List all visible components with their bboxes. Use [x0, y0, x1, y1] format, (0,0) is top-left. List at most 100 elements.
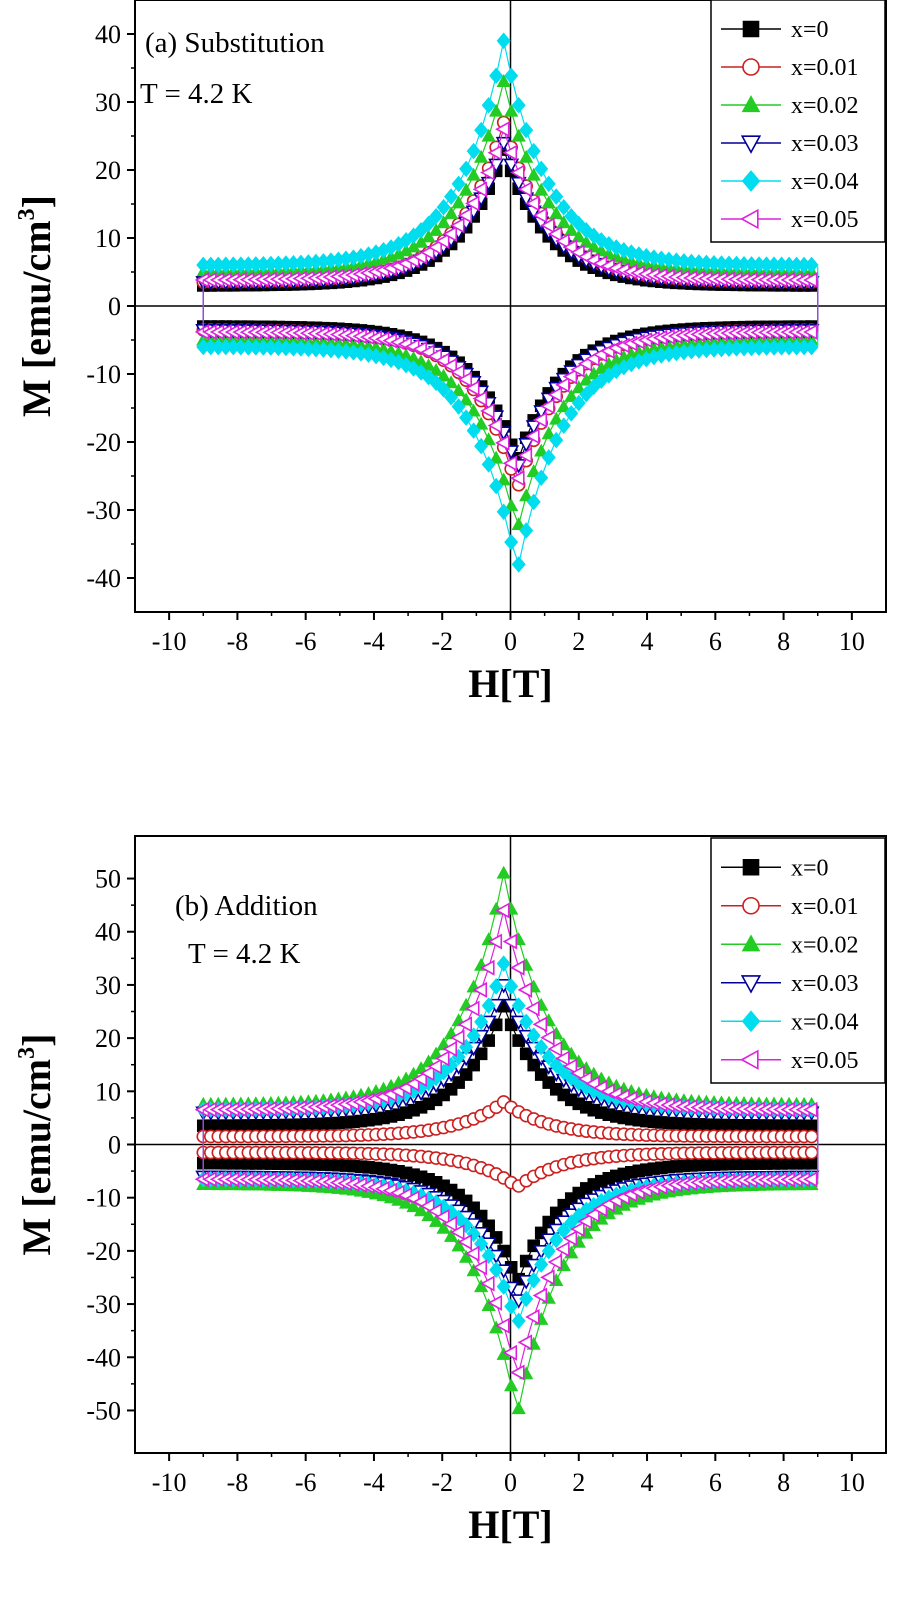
data-point — [547, 386, 563, 403]
data-point — [556, 1063, 571, 1081]
data-point — [541, 1242, 556, 1260]
data-point — [525, 1309, 540, 1325]
data-point — [579, 385, 594, 403]
data-point — [504, 103, 519, 117]
y-axis-title-group: M [emu/cm3] — [14, 1034, 59, 1256]
data-point — [474, 437, 489, 455]
data-point — [556, 399, 571, 413]
x-tick-label: -10 — [152, 627, 187, 656]
data-point — [450, 1029, 465, 1046]
legend-label: x=0.05 — [791, 1048, 859, 1074]
data-point — [398, 1195, 414, 1209]
data-point — [487, 144, 503, 161]
legend-marker — [742, 858, 760, 876]
data-point — [406, 360, 421, 377]
data-point — [502, 144, 518, 161]
data-point — [436, 381, 451, 398]
data-point — [510, 164, 525, 181]
y-tick-label: 50 — [95, 865, 121, 894]
series-line — [203, 1175, 812, 1302]
data-point — [451, 1209, 466, 1227]
data-point — [495, 121, 510, 138]
data-point — [547, 1254, 563, 1271]
data-point — [443, 375, 459, 389]
data-point — [570, 1221, 585, 1237]
chart-substitution: -10 -8 -6 -4 -2 0 2 4 6 8 10-40-30-20-10010203040H… — [14, 0, 887, 706]
data-point — [435, 1050, 450, 1067]
legend-marker — [742, 896, 760, 915]
data-point — [489, 477, 504, 495]
y-tick-label: 40 — [95, 918, 121, 947]
data-point — [534, 443, 549, 457]
data-point — [489, 103, 504, 117]
data-point — [413, 1203, 429, 1217]
data-point — [481, 432, 496, 446]
data-point — [547, 1040, 563, 1057]
data-point — [482, 1034, 495, 1047]
y-tick-label: -10 — [86, 360, 121, 389]
data-point — [562, 239, 578, 256]
data-point — [496, 503, 511, 521]
data-point — [541, 195, 556, 209]
data-point — [376, 349, 391, 367]
data-point — [511, 997, 526, 1014]
data-point — [803, 324, 818, 340]
data-point — [586, 239, 601, 253]
data-point — [519, 1290, 534, 1308]
legend-marker — [741, 170, 761, 192]
data-point — [435, 233, 450, 250]
data-point — [577, 1213, 593, 1230]
data-point — [540, 1029, 555, 1046]
data-point — [429, 374, 444, 392]
data-point — [487, 933, 503, 950]
data-layer — [194, 865, 820, 1415]
y-tick-label: -30 — [86, 1290, 121, 1319]
data-point — [526, 142, 541, 160]
data-point — [549, 206, 564, 220]
data-point — [489, 450, 504, 464]
data-point — [444, 188, 459, 205]
data-point — [443, 206, 459, 220]
data-point — [803, 1171, 818, 1188]
y-axis-title-close: ] — [14, 1034, 59, 1047]
x-tick-label: 6 — [709, 627, 722, 656]
data-point — [526, 167, 541, 181]
x-tick-label: -8 — [227, 627, 249, 656]
x-tick-label: -4 — [363, 1468, 385, 1497]
data-point — [466, 422, 481, 439]
legend-marker — [740, 975, 762, 994]
data-point — [571, 394, 586, 412]
x-axis-title: H[T] — [468, 661, 552, 706]
series-x=0.01 — [196, 1095, 819, 1193]
data-point — [467, 1058, 480, 1072]
data-point — [594, 232, 609, 249]
data-point — [517, 1334, 533, 1351]
legend-label: x=0.04 — [791, 1009, 859, 1035]
data-point — [804, 1145, 819, 1160]
data-point — [472, 181, 488, 198]
legend-label: x=0 — [791, 855, 829, 881]
data-point — [474, 149, 489, 163]
data-point — [496, 32, 511, 50]
data-point — [480, 959, 495, 976]
data-point — [526, 464, 541, 478]
data-point — [511, 517, 526, 531]
chart-annotation: (a) Substitution — [145, 27, 325, 59]
data-point — [525, 1000, 540, 1017]
y-axis-title-superscript: 3 — [14, 208, 40, 220]
y-axis-title: M [emu/cm3] — [14, 195, 59, 417]
data-point — [481, 128, 496, 142]
x-axis-title: H[T] — [468, 1502, 552, 1547]
data-point — [451, 1238, 466, 1252]
data-point — [556, 198, 571, 216]
data-point — [427, 239, 442, 256]
data-point — [517, 981, 533, 998]
data-point — [517, 447, 533, 464]
data-point — [512, 1034, 525, 1047]
temperature-annotation: T = 4.2 K — [140, 78, 253, 110]
data-point — [481, 96, 496, 114]
y-tick-label: -10 — [86, 1184, 121, 1213]
data-point — [555, 233, 570, 250]
data-point — [518, 438, 535, 453]
data-point — [541, 449, 556, 466]
